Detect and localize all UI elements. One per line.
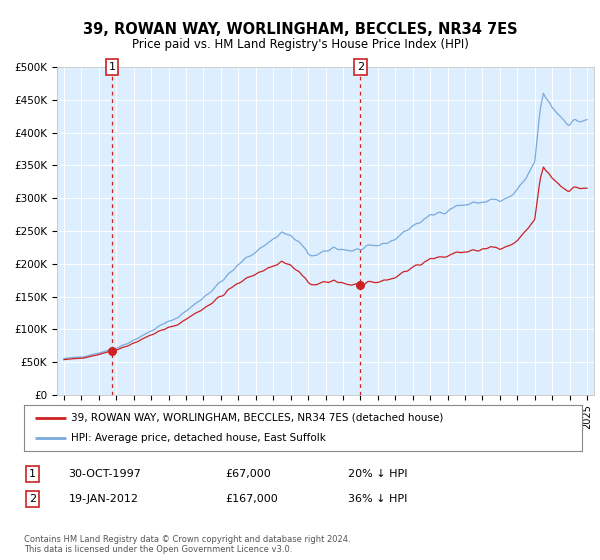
- Point: [107, 347, 117, 356]
- Text: 1: 1: [29, 469, 36, 479]
- Text: Contains HM Land Registry data © Crown copyright and database right 2024.
This d: Contains HM Land Registry data © Crown c…: [24, 535, 350, 554]
- Text: 2: 2: [357, 62, 364, 72]
- Text: Price paid vs. HM Land Registry's House Price Index (HPI): Price paid vs. HM Land Registry's House …: [131, 38, 469, 51]
- Text: 2: 2: [29, 494, 36, 504]
- Text: 30-OCT-1997: 30-OCT-1997: [68, 469, 142, 479]
- Point: [356, 281, 365, 290]
- Text: 36% ↓ HPI: 36% ↓ HPI: [347, 494, 407, 504]
- Text: 1: 1: [109, 62, 115, 72]
- Text: 20% ↓ HPI: 20% ↓ HPI: [347, 469, 407, 479]
- Text: £167,000: £167,000: [225, 494, 278, 504]
- Text: 19-JAN-2012: 19-JAN-2012: [68, 494, 139, 504]
- Text: HPI: Average price, detached house, East Suffolk: HPI: Average price, detached house, East…: [71, 433, 326, 443]
- Text: 39, ROWAN WAY, WORLINGHAM, BECCLES, NR34 7ES: 39, ROWAN WAY, WORLINGHAM, BECCLES, NR34…: [83, 22, 517, 38]
- Text: 39, ROWAN WAY, WORLINGHAM, BECCLES, NR34 7ES (detached house): 39, ROWAN WAY, WORLINGHAM, BECCLES, NR34…: [71, 413, 444, 423]
- Text: £67,000: £67,000: [225, 469, 271, 479]
